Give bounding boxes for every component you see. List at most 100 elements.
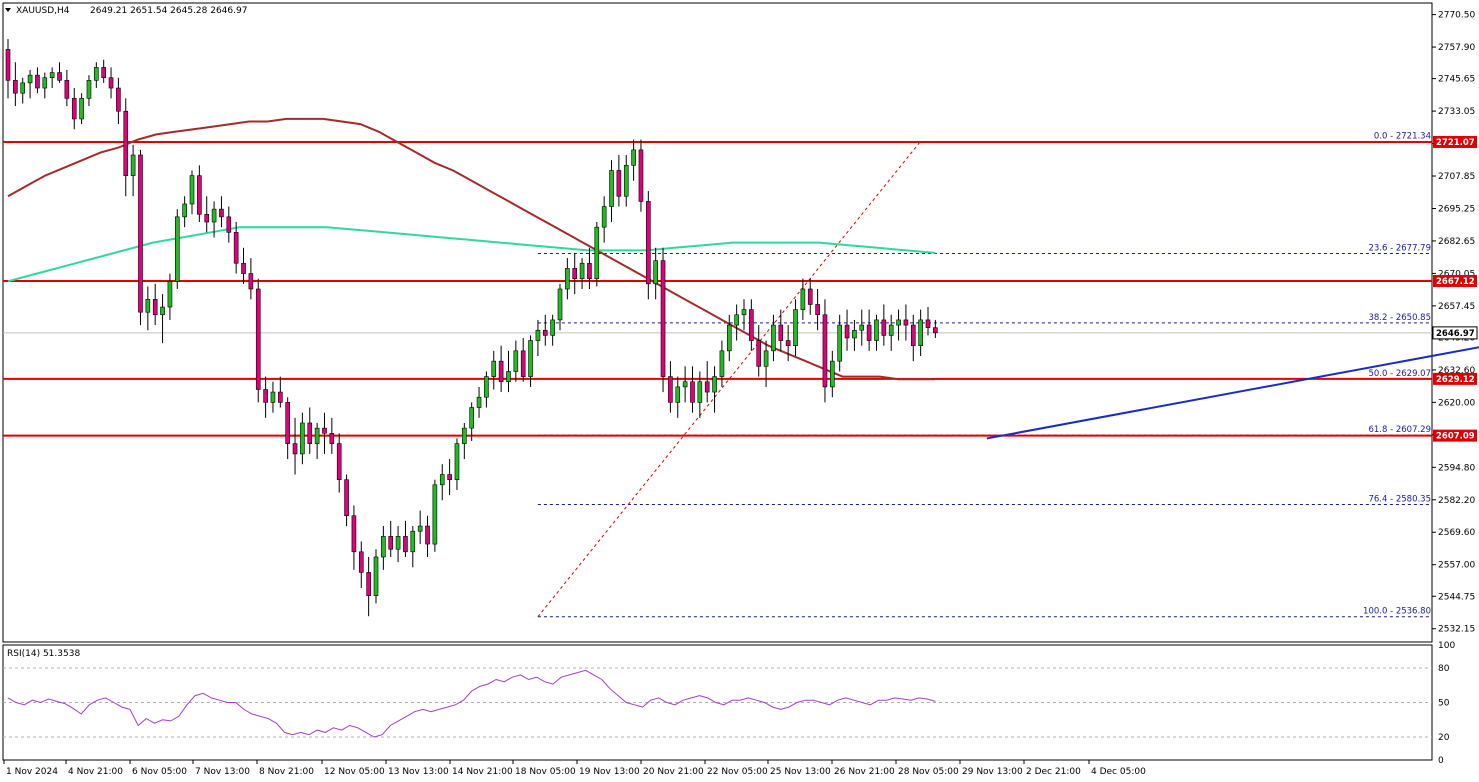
price-tick-label: 2582.20 <box>1438 496 1475 506</box>
candle-body <box>145 299 151 313</box>
candle <box>734 304 739 341</box>
candle <box>682 366 688 403</box>
candle-body <box>498 360 504 383</box>
candle-body <box>594 226 600 279</box>
level-price-tag <box>1433 135 1477 148</box>
candle <box>918 309 923 356</box>
trendline-layer <box>986 346 1479 440</box>
candle <box>616 155 622 207</box>
candle-body <box>697 381 703 403</box>
time-tick-label: 18 Nov 05:00 <box>515 767 576 777</box>
candle-body <box>116 87 121 112</box>
candle <box>20 77 26 104</box>
candle-body <box>270 391 276 403</box>
candle-body <box>550 319 555 336</box>
candle-body <box>174 216 180 282</box>
candle-body <box>852 329 857 339</box>
candle <box>388 520 394 557</box>
candle-body <box>300 422 305 455</box>
candle-body <box>226 216 232 233</box>
price-tick-label: 2757.90 <box>1438 43 1475 53</box>
candle <box>771 314 776 362</box>
candle-body <box>668 376 673 403</box>
candle-body <box>749 309 754 341</box>
time-tick-label: 28 Nov 05:00 <box>898 767 959 777</box>
candle <box>726 314 732 362</box>
candle <box>830 350 835 398</box>
candle-body <box>94 67 99 81</box>
candle-body <box>255 288 261 390</box>
candle-body <box>403 536 408 553</box>
candle <box>925 307 931 336</box>
candle-body <box>616 170 622 197</box>
candle-body <box>373 556 379 596</box>
candle-body <box>351 515 357 553</box>
candle <box>101 59 106 83</box>
level-price-tag-label: 2667.12 <box>1436 277 1475 287</box>
candle-body <box>631 149 636 166</box>
candle-body <box>513 350 519 372</box>
candle <box>660 247 666 393</box>
level-price-tag <box>1433 372 1477 385</box>
time-tick-label: 2 Dec 21:00 <box>1026 767 1081 777</box>
candle-body <box>42 77 48 89</box>
candle <box>35 67 40 94</box>
price-tick-label: 2620.00 <box>1438 398 1475 408</box>
candle-body <box>837 324 842 362</box>
time-tick-label: 1 Nov 2024 <box>6 767 58 777</box>
candle <box>285 397 290 460</box>
candle-body <box>248 273 254 290</box>
candle <box>13 62 18 107</box>
candle-body <box>756 340 762 367</box>
time-tick-label: 19 Nov 13:00 <box>579 767 640 777</box>
candle-body <box>793 309 798 346</box>
ohlc-label: 2649.21 2651.54 2645.28 2646.97 <box>90 6 247 16</box>
candle <box>79 93 84 125</box>
candle-body <box>601 206 607 228</box>
candle <box>395 526 401 563</box>
candle-body <box>395 536 401 550</box>
candle <box>513 340 519 382</box>
rsi-tick-label: 100 <box>1438 641 1455 651</box>
candle-body <box>108 77 114 89</box>
support-trendline <box>986 346 1479 440</box>
candle <box>255 278 261 403</box>
candle <box>800 278 806 320</box>
candle-body <box>211 208 217 223</box>
candle-body <box>417 525 423 532</box>
candle <box>241 247 246 284</box>
price-tags: 2721.07 2667.12 2629.12 2607.09 2646.97 <box>1432 135 1478 442</box>
candle <box>123 98 129 197</box>
candle-body <box>57 72 62 81</box>
candle <box>844 309 850 351</box>
time-tick-label: 7 Nov 13:00 <box>195 767 250 777</box>
candle <box>756 325 762 377</box>
candle-body <box>778 324 784 341</box>
candle-body <box>918 319 923 346</box>
candle <box>270 381 276 413</box>
collapse-triangle-icon[interactable] <box>5 8 11 12</box>
candle <box>528 335 533 387</box>
fib-label: 0.0 - 2721.34 <box>1374 131 1431 141</box>
candle-body <box>197 175 202 215</box>
candle <box>749 299 754 351</box>
time-tick-label: 12 Nov 05:00 <box>324 767 385 777</box>
candle-body <box>152 299 158 316</box>
candle <box>491 350 497 390</box>
candle <box>160 294 165 344</box>
candle <box>417 510 423 545</box>
candle-body <box>219 208 224 218</box>
candle-body <box>675 386 681 403</box>
fib-label: 61.8 - 2607.29 <box>1368 425 1431 435</box>
candle <box>167 273 173 320</box>
candle-body <box>381 536 386 558</box>
candle <box>152 283 158 326</box>
candle-body <box>712 376 717 393</box>
candle-body <box>432 484 438 545</box>
candle <box>314 422 320 460</box>
candle-body <box>233 232 239 264</box>
candle <box>27 69 33 99</box>
candle <box>204 196 210 233</box>
candle <box>300 412 305 465</box>
